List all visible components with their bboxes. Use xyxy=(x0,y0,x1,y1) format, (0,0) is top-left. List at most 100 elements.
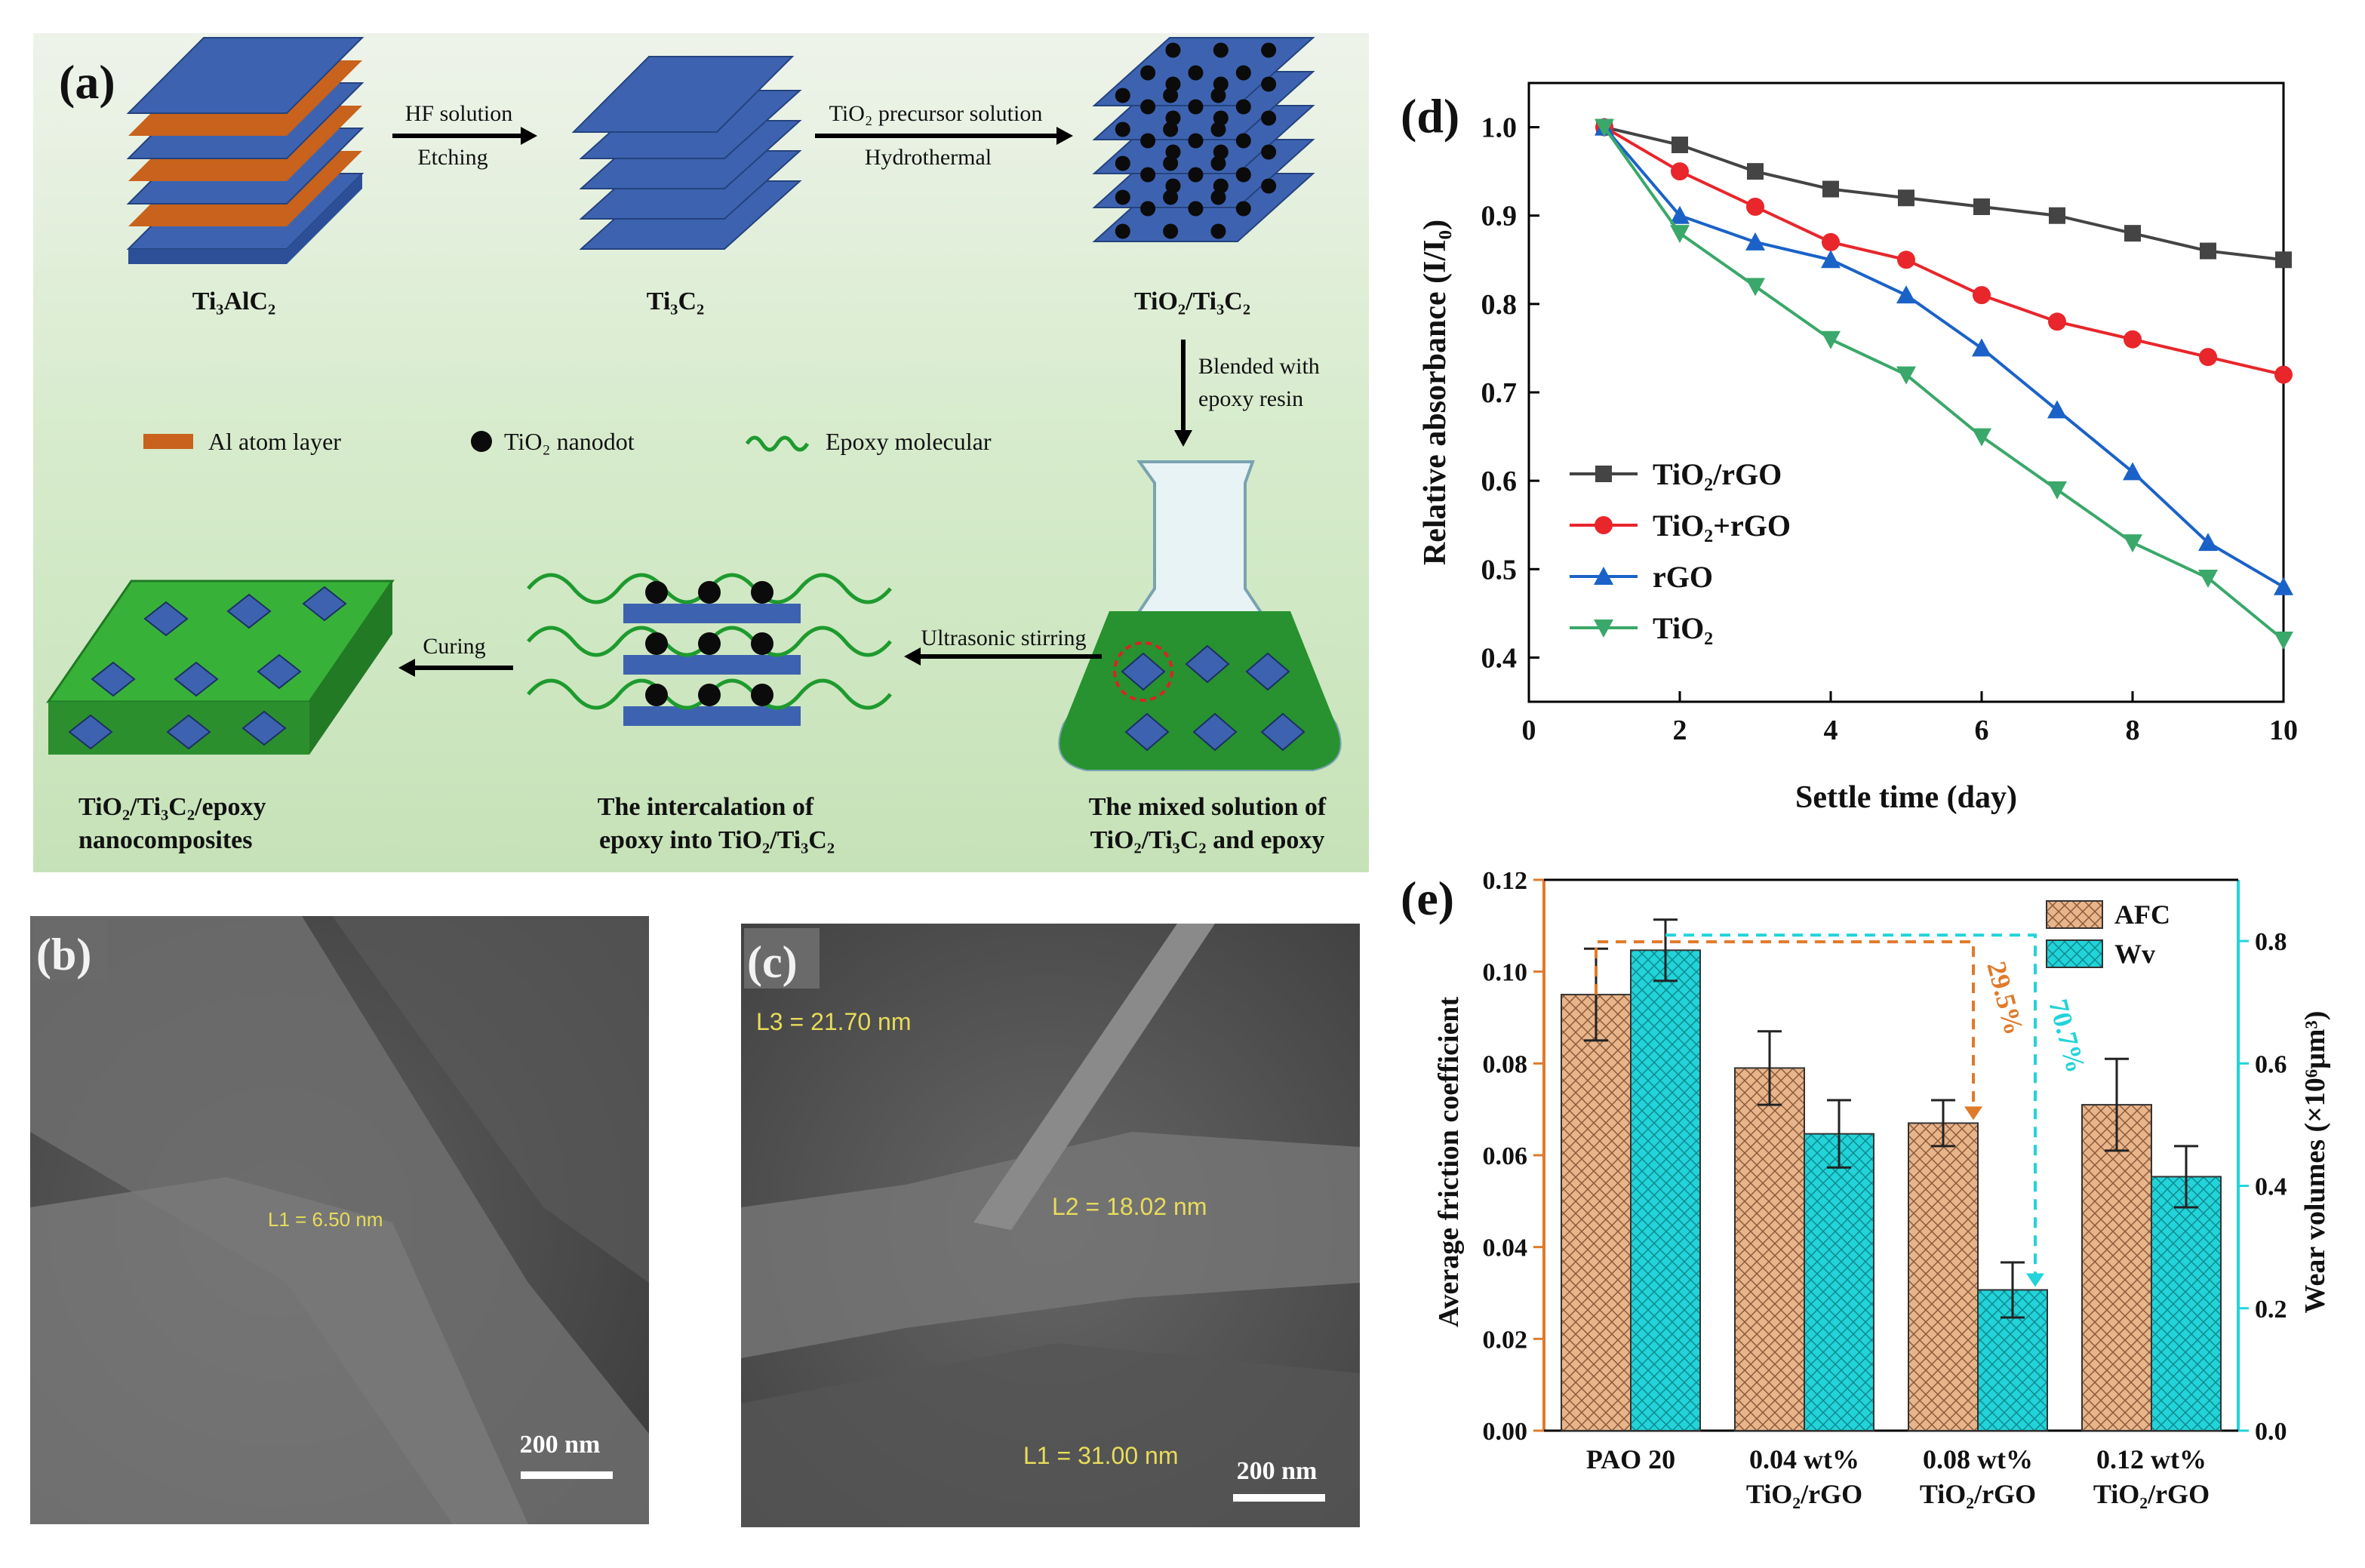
legend-swatch xyxy=(2046,939,2103,968)
tio2-nanodot-icon xyxy=(1163,88,1179,103)
data-point xyxy=(2048,312,2066,331)
data-point xyxy=(1595,466,1612,482)
y-right-tick-label: 0.2 xyxy=(2255,1296,2287,1324)
blended-label-1: Blended with xyxy=(1198,354,1320,379)
hydrothermal-label: Hydrothermal xyxy=(865,145,992,170)
panel-d-chart: (d) Relative absorbance (I/I₀) Settle ti… xyxy=(1401,81,2298,815)
data-point xyxy=(2200,242,2216,260)
nanosheet-cluster-icon xyxy=(174,661,219,697)
x-tick-label: 6 xyxy=(1975,715,1989,746)
composite-block-icon xyxy=(46,580,395,755)
legend-label: AFC xyxy=(2114,899,2170,930)
data-point xyxy=(1898,189,1914,207)
tio2-nanodot-icon xyxy=(1163,121,1179,137)
data-point xyxy=(1896,366,1916,385)
data-point xyxy=(1973,198,1990,215)
x-category-label: 0.12 wt% xyxy=(2096,1444,2207,1474)
tio2-nanodot-icon xyxy=(1188,133,1204,149)
tio2-nanodot-icon xyxy=(1235,201,1251,217)
nanosheet-cluster-icon xyxy=(241,710,287,746)
bar-wv xyxy=(1630,949,1701,1432)
tio2-nanodot-icon xyxy=(1140,133,1156,149)
y-right-tick-label: 0.4 xyxy=(2255,1173,2287,1201)
tio2-nanodot-icon xyxy=(1115,223,1130,239)
panel-c-measure-l2: L2 = 18.02 nm xyxy=(1052,1193,1207,1220)
ultrasonic-label: Ultrasonic stirring xyxy=(921,626,1086,650)
tio2-nanodot-icon xyxy=(1140,65,1156,81)
panel-c-scale-label: 200 nm xyxy=(1237,1457,1318,1485)
data-point xyxy=(1972,338,1991,357)
data-point xyxy=(1670,205,1690,224)
tio2-precursor-label: TiO₂ precursor solution xyxy=(829,101,1043,126)
data-point xyxy=(2123,534,2142,553)
x-category-label: PAO 20 xyxy=(1586,1444,1675,1474)
legend-label: Wv xyxy=(2114,939,2155,969)
tio2-nanodot-icon xyxy=(1115,155,1130,171)
tio2-nanodot-icon xyxy=(698,581,721,604)
data-point xyxy=(1671,162,1689,181)
data-point xyxy=(1671,137,1688,153)
nanosheet-cluster-icon xyxy=(143,601,189,637)
legend-label: rGO xyxy=(1653,560,1713,594)
data-point xyxy=(1670,225,1690,244)
data-point xyxy=(1746,198,1764,216)
al-layer-legend-swatch xyxy=(143,434,193,449)
series-line-0 xyxy=(1604,125,2284,262)
panel-d-plot-frame xyxy=(1527,81,2285,703)
tio2-nanodot-icon xyxy=(1115,189,1130,205)
tio2-nanodot-icon xyxy=(1213,76,1229,92)
data-point xyxy=(1896,285,1916,304)
tio2-nanodot-icon xyxy=(1213,178,1229,194)
tio2-nanodot-icon xyxy=(1210,121,1226,137)
nanosheet-cluster-icon xyxy=(1192,712,1238,752)
intercalation-illustration xyxy=(527,573,892,726)
series-line-2 xyxy=(1603,126,2285,589)
data-point xyxy=(2124,330,2142,349)
tio2-ti3c2-caption: TiO₂/Ti₃C₂ xyxy=(1134,287,1250,315)
hf-solution-label: HF solution xyxy=(405,101,513,126)
ti3c2-caption: Ti₃C₂ xyxy=(647,287,704,315)
panel-e-chart: (e) Average friction coefficient Wear vo… xyxy=(1401,867,2331,1509)
panel-d-y-axis-title: Relative absorbance (I/I₀) xyxy=(1418,220,1453,565)
composite-caption-1: TiO₂/Ti₃C₂/epoxy xyxy=(78,793,266,821)
nanosheet-cluster-icon xyxy=(91,661,136,697)
bar-afc xyxy=(2081,1104,2152,1432)
tio2-nanodot-icon xyxy=(1261,144,1277,160)
tio2-nanodot-icon xyxy=(1140,167,1156,183)
al-layer-legend-label: Al atom layer xyxy=(208,428,341,455)
y-tick-label: 0.10 xyxy=(1483,959,1528,987)
bar-afc xyxy=(1734,1067,1805,1431)
tio2-nanodot-icon xyxy=(1115,121,1130,137)
data-point xyxy=(1822,180,1839,198)
x-category-label: 0.04 wt% xyxy=(1749,1444,1859,1474)
tio2-nanodot-icon xyxy=(698,684,721,706)
arrow-head xyxy=(2026,1273,2044,1287)
y-tick-label: 0.4 xyxy=(1481,642,1518,674)
data-point xyxy=(1595,118,1614,137)
tio2-nanodot-icon xyxy=(1140,99,1156,115)
nanosheet-cluster-icon xyxy=(1245,652,1290,691)
nanosheet-cluster-icon xyxy=(68,714,113,750)
data-point xyxy=(1822,232,1840,251)
tio2-nanodot-icon xyxy=(1188,65,1204,81)
composite-caption-2: nanocomposites xyxy=(78,826,252,854)
data-point xyxy=(2274,576,2293,595)
data-point xyxy=(2198,570,2218,588)
data-point xyxy=(2274,632,2293,650)
tio2-nanodot-icon xyxy=(1188,99,1204,115)
x-tick-label: 0 xyxy=(1522,715,1536,746)
data-point xyxy=(2123,462,2142,481)
data-point xyxy=(1594,620,1613,638)
tio2-nanodot-icon xyxy=(1235,133,1251,149)
y-tick-label: 0.5 xyxy=(1481,554,1518,586)
data-point xyxy=(1821,250,1841,269)
wv-reduction-arrow xyxy=(1665,933,2037,1283)
x-category-label: TiO₂/rGO xyxy=(1746,1479,1862,1509)
x-category-label: TiO₂/rGO xyxy=(2093,1479,2210,1509)
tio2-nanodot-icon xyxy=(645,581,668,604)
tio2-nanodot-legend-swatch xyxy=(471,431,492,452)
tio2-nanodot-icon xyxy=(1165,178,1181,194)
tio2-nanodot-icon xyxy=(1261,110,1277,126)
panel-c-measure-l1: L1 = 31.00 nm xyxy=(1023,1442,1178,1469)
tio2-nanodot-icon xyxy=(1188,167,1204,183)
